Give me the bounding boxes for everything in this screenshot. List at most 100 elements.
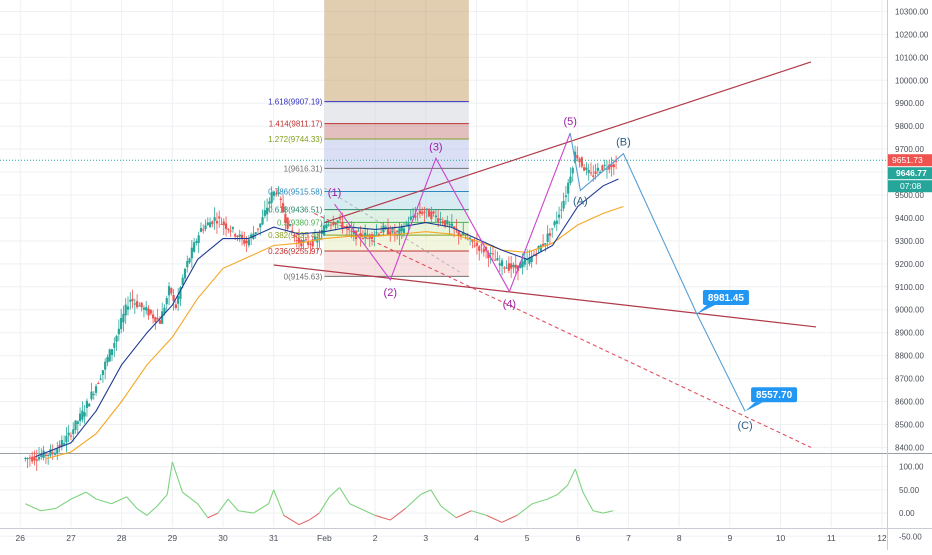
candle-body bbox=[117, 328, 120, 335]
candle-body bbox=[231, 227, 235, 230]
candle-body bbox=[455, 228, 458, 230]
candle-body bbox=[357, 230, 360, 232]
candle-body bbox=[281, 203, 285, 213]
oscillator-segment bbox=[227, 498, 239, 512]
candle-body bbox=[243, 239, 246, 244]
wave-label: (4) bbox=[503, 298, 516, 310]
oscillator-axis-label: 100.00 bbox=[899, 463, 924, 472]
candle-body bbox=[275, 193, 278, 195]
candle-body bbox=[350, 230, 353, 232]
candle-body bbox=[610, 164, 613, 168]
candle-body bbox=[407, 223, 410, 227]
candle-body bbox=[151, 314, 155, 319]
candle-body bbox=[343, 226, 346, 228]
candle-body bbox=[158, 320, 162, 324]
candle-body bbox=[434, 215, 437, 218]
candle-body bbox=[259, 223, 262, 228]
candle-body bbox=[101, 370, 104, 376]
candle-body bbox=[510, 263, 513, 269]
candle-body bbox=[411, 215, 415, 217]
oscillator-segment bbox=[166, 461, 173, 495]
candle-body bbox=[500, 260, 504, 267]
candle-body bbox=[268, 201, 271, 205]
candle-body bbox=[195, 241, 198, 244]
oscillator-segment bbox=[146, 505, 158, 516]
candle-body bbox=[147, 308, 150, 316]
candle-body bbox=[498, 263, 501, 266]
candle-body bbox=[63, 443, 66, 445]
price-axis-label: 9800.00 bbox=[895, 122, 924, 131]
oscillator-segment bbox=[471, 510, 487, 516]
candle-body bbox=[587, 169, 590, 173]
candle-body bbox=[284, 213, 287, 224]
oscillator-segment bbox=[268, 489, 275, 504]
oscillator-segment bbox=[349, 503, 366, 512]
candle-body bbox=[85, 400, 89, 408]
candle-body bbox=[266, 207, 269, 215]
candle-body bbox=[507, 263, 510, 271]
candle-body bbox=[190, 247, 193, 259]
candle-body bbox=[188, 258, 191, 263]
candle-body bbox=[583, 167, 586, 171]
current-price-tag-label: 9651.73 bbox=[892, 155, 923, 165]
projection-dashed-line bbox=[314, 212, 812, 448]
time-axis-label: 4 bbox=[474, 533, 479, 543]
price-axis-label: 10100.00 bbox=[895, 53, 929, 62]
candle-body bbox=[245, 240, 248, 244]
candle-body bbox=[215, 221, 219, 224]
candle-body bbox=[161, 311, 164, 324]
candle-body bbox=[211, 221, 214, 225]
candle-body bbox=[551, 228, 554, 230]
candle-body bbox=[42, 450, 45, 458]
candle-body bbox=[576, 155, 579, 159]
series-layer bbox=[0, 145, 887, 471]
oscillator-segment bbox=[217, 498, 229, 514]
candle-body bbox=[97, 383, 100, 385]
candle-body bbox=[567, 182, 570, 194]
candle-body bbox=[327, 224, 330, 226]
time-axis-label: 3 bbox=[423, 533, 428, 543]
countdown-tag bbox=[888, 180, 932, 193]
candle-body bbox=[336, 220, 339, 222]
candle-body bbox=[519, 262, 522, 269]
fib-level-label: 1.414(9811.17) bbox=[269, 120, 323, 129]
candle-body bbox=[521, 261, 524, 268]
candle-body bbox=[110, 349, 114, 356]
time-axis-label: 6 bbox=[575, 533, 580, 543]
oscillator-segment bbox=[420, 489, 432, 495]
candle-body bbox=[496, 258, 499, 261]
time-axis-label: 28 bbox=[117, 533, 127, 543]
candle-body bbox=[272, 191, 276, 196]
oscillator-segment bbox=[532, 498, 548, 505]
price-axis-label: 8900.00 bbox=[895, 329, 924, 338]
candle-body bbox=[277, 192, 280, 195]
oscillator-segment bbox=[501, 514, 518, 523]
candle-body bbox=[108, 349, 111, 362]
candle-body bbox=[339, 218, 342, 220]
candle-body bbox=[393, 232, 396, 234]
time-axis-label: 7 bbox=[626, 533, 631, 543]
oscillator-segment bbox=[40, 507, 56, 512]
axes-layer[interactable]: 8400.00 8500.00 8600.00 8700.00 8800.00 8900.… bbox=[16, 7, 932, 543]
wave-layer: (1) (2) (3) (4) (5) (A) (B) (C) 8981.45 8557.70 bbox=[273, 61, 817, 448]
candle-body bbox=[585, 167, 588, 170]
price-axis-label: 9300.00 bbox=[895, 237, 924, 246]
countdown-tag-label: 07:08 bbox=[900, 181, 922, 191]
candle-body bbox=[457, 231, 460, 236]
candle-body bbox=[589, 172, 593, 174]
candle-body bbox=[505, 267, 508, 269]
candle-body bbox=[364, 232, 367, 239]
candle-body bbox=[601, 165, 604, 171]
candle-body bbox=[224, 223, 228, 230]
candle-body bbox=[78, 413, 82, 422]
candle-body bbox=[186, 261, 189, 268]
price-callout-pointer bbox=[745, 402, 764, 412]
candle-body bbox=[453, 226, 456, 229]
candle-body bbox=[24, 457, 27, 459]
candle-body bbox=[473, 245, 476, 247]
oscillator-segment bbox=[197, 503, 209, 519]
price-axis-label: 9900.00 bbox=[895, 99, 924, 108]
candle-body bbox=[72, 429, 75, 435]
candle-body bbox=[491, 253, 495, 255]
